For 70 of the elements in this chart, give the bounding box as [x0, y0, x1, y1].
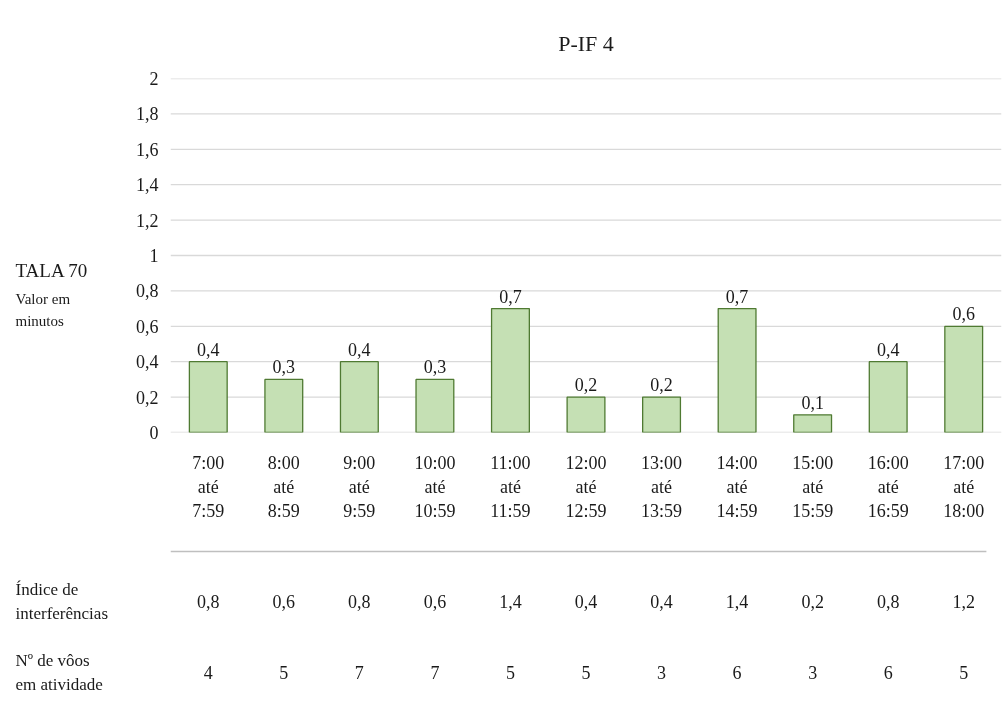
y-tick-label: 1,6	[136, 139, 159, 160]
x-tick-label: 15:00 até 15:59	[792, 452, 834, 521]
data-label: 3	[657, 663, 667, 683]
data-label: 0,3	[423, 357, 447, 378]
bar	[793, 414, 833, 433]
y-axis-title: TALA 70 Valor em minutos	[15, 260, 88, 329]
data-label: 0,7	[499, 286, 522, 307]
y-tick-label: 0,2	[136, 387, 159, 408]
x-tick-label: 11:00 até 11:59	[490, 452, 531, 521]
bar	[339, 361, 379, 433]
data-label: 7	[430, 663, 440, 683]
data-label: 4	[203, 663, 213, 683]
data-label: 0,2	[801, 592, 824, 612]
data-label: 0,6	[423, 592, 447, 612]
x-tick-label: 17:00 até 18:00	[943, 452, 985, 521]
y-tick-label: 1,4	[136, 175, 159, 196]
data-label: 0,3	[272, 357, 296, 378]
data-label: 0,4	[876, 339, 900, 360]
data-label: 6	[732, 663, 742, 683]
y-tick-label: 1,8	[136, 104, 159, 125]
y-tick-label: 1,2	[136, 210, 159, 231]
x-tick-label: 9:00 até 9:59	[343, 452, 376, 521]
data-label: 5	[505, 663, 515, 683]
data-label: 0,4	[650, 592, 673, 612]
data-label: 0,8	[197, 592, 220, 612]
bar	[264, 378, 304, 433]
data-label: 1,4	[499, 592, 522, 612]
bar	[566, 396, 606, 433]
data-label: 1,2	[952, 592, 975, 612]
data-label: 0,2	[650, 375, 673, 396]
bar	[490, 307, 530, 433]
data-label: 0,6	[952, 304, 975, 325]
y-tick-label: 0	[149, 423, 159, 443]
x-tick-label: 7:00 até 7:59	[192, 452, 225, 521]
data-label: 5	[279, 663, 289, 683]
data-label: 0,8	[348, 592, 371, 612]
data-label: 0,8	[876, 592, 900, 612]
bar	[415, 378, 455, 433]
bar	[944, 325, 984, 433]
chart-title: P-IF 4	[558, 30, 614, 56]
data-label: 5	[959, 663, 969, 683]
x-tick-label: 10:00 até 10:59	[414, 452, 456, 521]
x-tick-label: 16:00 até 16:59	[867, 452, 909, 521]
data-label: 0,2	[574, 375, 598, 396]
data-label: 1,4	[725, 592, 749, 612]
y-tick-label: Índice de interferências	[15, 579, 108, 624]
data-label: 0,7	[725, 286, 749, 307]
x-tick-label: 12:00 até 12:59	[565, 452, 607, 521]
y-tick-label: 2	[149, 69, 159, 89]
bar	[188, 361, 228, 433]
data-label: 5	[581, 663, 591, 683]
y-tick-label: 0,8	[136, 281, 159, 302]
data-label: 0,4	[197, 339, 220, 360]
y-tick-label: 0,4	[136, 352, 159, 373]
x-tick-label: 8:00 até 8:59	[267, 452, 300, 521]
x-tick-label: 14:00 até 14:59	[716, 452, 758, 521]
x-tick-label: 13:00 até 13:59	[641, 452, 683, 521]
data-label: 7	[354, 663, 364, 683]
bar	[717, 307, 757, 433]
bar	[868, 361, 908, 433]
bar	[642, 396, 682, 433]
y-tick-label: 1	[149, 246, 159, 266]
data-label: 0,6	[272, 592, 296, 612]
y-tick-label: 0,6	[136, 316, 159, 337]
data-label: 0,4	[574, 592, 598, 612]
y-tick-label: Nº de vôos em atividade	[15, 650, 103, 695]
data-label: 3	[808, 663, 818, 683]
data-label: 0,4	[348, 339, 371, 360]
data-label: 0,1	[801, 392, 824, 413]
data-label: 6	[883, 663, 893, 683]
